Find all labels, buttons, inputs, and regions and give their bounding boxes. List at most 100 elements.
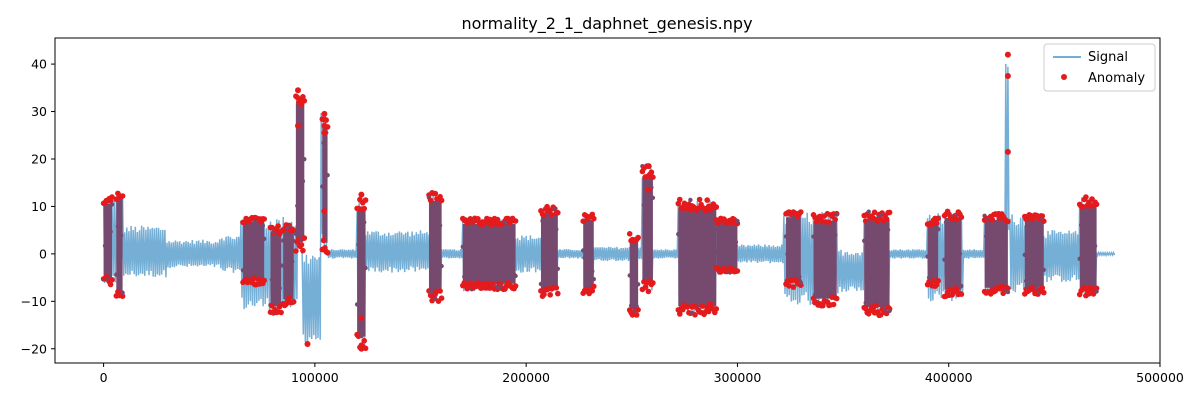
anomaly-point [357,303,363,309]
anomaly-point [591,283,597,290]
anomaly-point [958,291,965,298]
anomaly-point [635,307,641,313]
anomaly-point [711,261,716,266]
anomaly-point [109,194,115,200]
anomaly-point [724,237,730,242]
anomaly-region [267,223,284,316]
anomaly-point [555,266,560,271]
anomaly-point [643,228,648,233]
anomaly-point [641,202,647,208]
anomaly-point [438,295,445,302]
x-tick-label: 400000 [925,370,973,385]
anomaly-point [490,274,496,279]
anomaly-point [626,231,633,237]
anomaly-point [284,285,289,290]
anomaly-region [280,222,297,309]
anomaly-point [114,272,119,277]
anomaly-point [288,279,293,285]
anomaly-dense-fill [283,229,294,300]
anomaly-point [496,271,502,277]
anomaly-point [862,238,867,243]
anomaly-point [321,140,326,146]
anomaly-point [481,233,487,238]
anomaly-point [293,231,299,236]
plot-area [100,51,1116,352]
anomaly-point [883,216,890,222]
anomaly-point [290,227,297,234]
anomaly-point [942,257,947,262]
anomaly-dense-fill [103,203,113,278]
anomaly-point [254,224,259,229]
anomaly-point [831,239,836,245]
anomaly-point [932,242,938,248]
anomaly-point [686,287,692,293]
anomaly-point [427,197,434,204]
anomaly-point [546,219,551,224]
x-axis: 0 100000 200000 300000 400000 500000 [100,363,1184,385]
anomaly-point [120,290,125,295]
anomaly-point [584,283,589,288]
y-tick-label: 20 [31,151,47,166]
anomaly-region [293,93,308,254]
anomaly-point [1088,212,1093,218]
anomaly-point [463,254,468,259]
anomaly-point [1080,203,1086,210]
anomaly-point [884,288,889,293]
anomaly-point [819,234,824,239]
anomaly-point [820,302,826,309]
anomaly-point [1029,254,1035,260]
anomaly-point [989,217,996,223]
anomaly-point [1039,213,1046,219]
anomaly-point [475,216,481,222]
anomaly-point [875,266,880,272]
anomaly-point [822,268,827,273]
anomaly-point [881,299,886,305]
anomaly-point [785,251,790,257]
anomaly-point [290,299,297,305]
anomaly-point [471,224,476,229]
anomaly-point [814,291,819,296]
anomaly-point [507,258,512,263]
anomaly-region [1076,194,1100,299]
anomaly-spike-point [321,122,328,129]
anomaly-dense-fill [864,219,890,308]
anomaly-region [713,215,741,275]
anomaly-region [100,194,115,288]
anomaly-point [709,251,714,256]
anomaly-point [635,282,641,287]
anomaly-point [278,263,284,268]
anomaly-point [943,219,949,225]
anomaly-point [644,259,650,264]
anomaly-point [301,98,308,104]
anomaly-point [109,277,115,283]
anomaly-point [290,259,295,264]
anomaly-spike-point [645,163,652,170]
anomaly-point [301,235,308,241]
anomaly-point [590,269,595,274]
anomaly-point [946,260,952,266]
anomaly-point [925,254,930,259]
anomaly-spike-point [645,186,652,193]
anomaly-point [102,243,108,248]
anomaly-point [591,277,596,282]
anomaly-point [587,241,592,246]
y-tick-label: 0 [39,246,47,261]
anomaly-point [460,244,465,249]
anomaly-point [783,234,789,239]
anomaly-point [555,290,561,297]
anomaly-point [363,265,368,271]
anomaly-point [115,224,121,229]
anomaly-point [713,204,720,210]
anomaly-point [682,222,687,228]
x-tick-label: 0 [100,370,108,385]
anomaly-point [705,308,712,315]
anomaly-point [474,243,479,249]
anomaly-point [959,283,964,289]
anomaly-region [460,215,519,293]
anomaly-point [650,280,656,286]
anomaly-point [107,281,114,288]
anomaly-point [275,223,281,229]
anomaly-dense-fill [116,198,123,293]
